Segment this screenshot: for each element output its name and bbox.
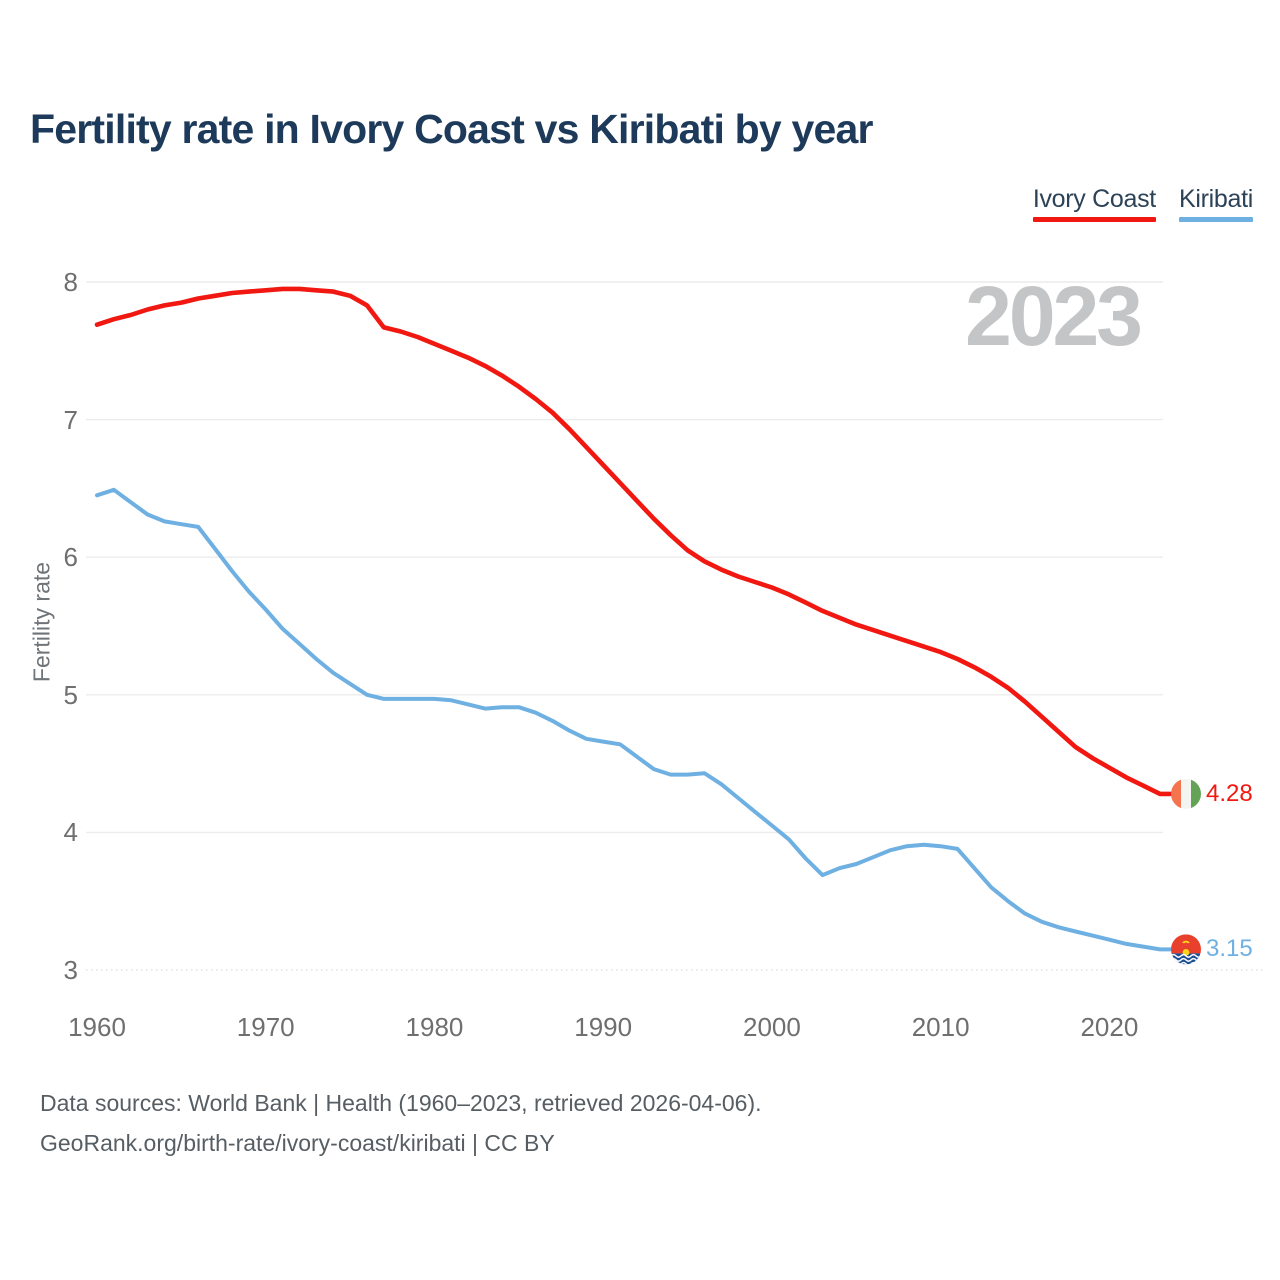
data-sources-note: Data sources: World Bank | Health (1960–… bbox=[40, 1090, 762, 1116]
ivory-coast-flag-icon bbox=[1171, 778, 1201, 809]
x-tick-1990: 1990 bbox=[574, 1012, 633, 1042]
x-tick-2000: 2000 bbox=[742, 1012, 801, 1042]
x-tick-1960: 1960 bbox=[68, 1012, 126, 1042]
legend-underline-kiribati bbox=[1178, 217, 1253, 222]
legend-item-ivory-coast[interactable]: Ivory Coast bbox=[1032, 185, 1156, 222]
x-tick-2010: 2010 bbox=[911, 1012, 970, 1042]
kiribati-end-value: 3.15 bbox=[1206, 935, 1253, 963]
series-lines bbox=[94, 286, 1173, 952]
ivory-coast-end-value: 4.28 bbox=[1206, 779, 1253, 807]
legend-underline-ivory-coast bbox=[1032, 217, 1156, 222]
kiribati-flag-icon bbox=[1171, 934, 1201, 965]
y-tick-6: 6 bbox=[63, 542, 78, 573]
page-title: Fertility rate in Ivory Coast vs Kiribat… bbox=[30, 106, 873, 152]
kiribati-line bbox=[95, 487, 1172, 952]
x-tick-1980: 1980 bbox=[405, 1012, 464, 1042]
legend-label-kiribati: Kiribati bbox=[1178, 185, 1253, 213]
ivory-coast-line bbox=[94, 286, 1173, 797]
y-tick-3: 3 bbox=[63, 955, 78, 985]
gridlines bbox=[86, 281, 1266, 971]
legend: Ivory Coast Kiribati bbox=[1032, 185, 1253, 222]
x-tick-2020: 2020 bbox=[1080, 1012, 1139, 1042]
x-tick-1970: 1970 bbox=[236, 1012, 295, 1042]
legend-label-ivory-coast: Ivory Coast bbox=[1032, 185, 1156, 213]
y-tick-5: 5 bbox=[63, 679, 78, 710]
legend-item-kiribati[interactable]: Kiribati bbox=[1178, 185, 1253, 222]
y-tick-7: 7 bbox=[63, 404, 78, 435]
attribution-note: GeoRank.org/birth-rate/ivory-coast/kirib… bbox=[40, 1130, 555, 1156]
watermark-year: 2023 bbox=[965, 269, 1143, 363]
y-tick-4: 4 bbox=[63, 817, 78, 848]
y-tick-8: 8 bbox=[63, 267, 78, 297]
